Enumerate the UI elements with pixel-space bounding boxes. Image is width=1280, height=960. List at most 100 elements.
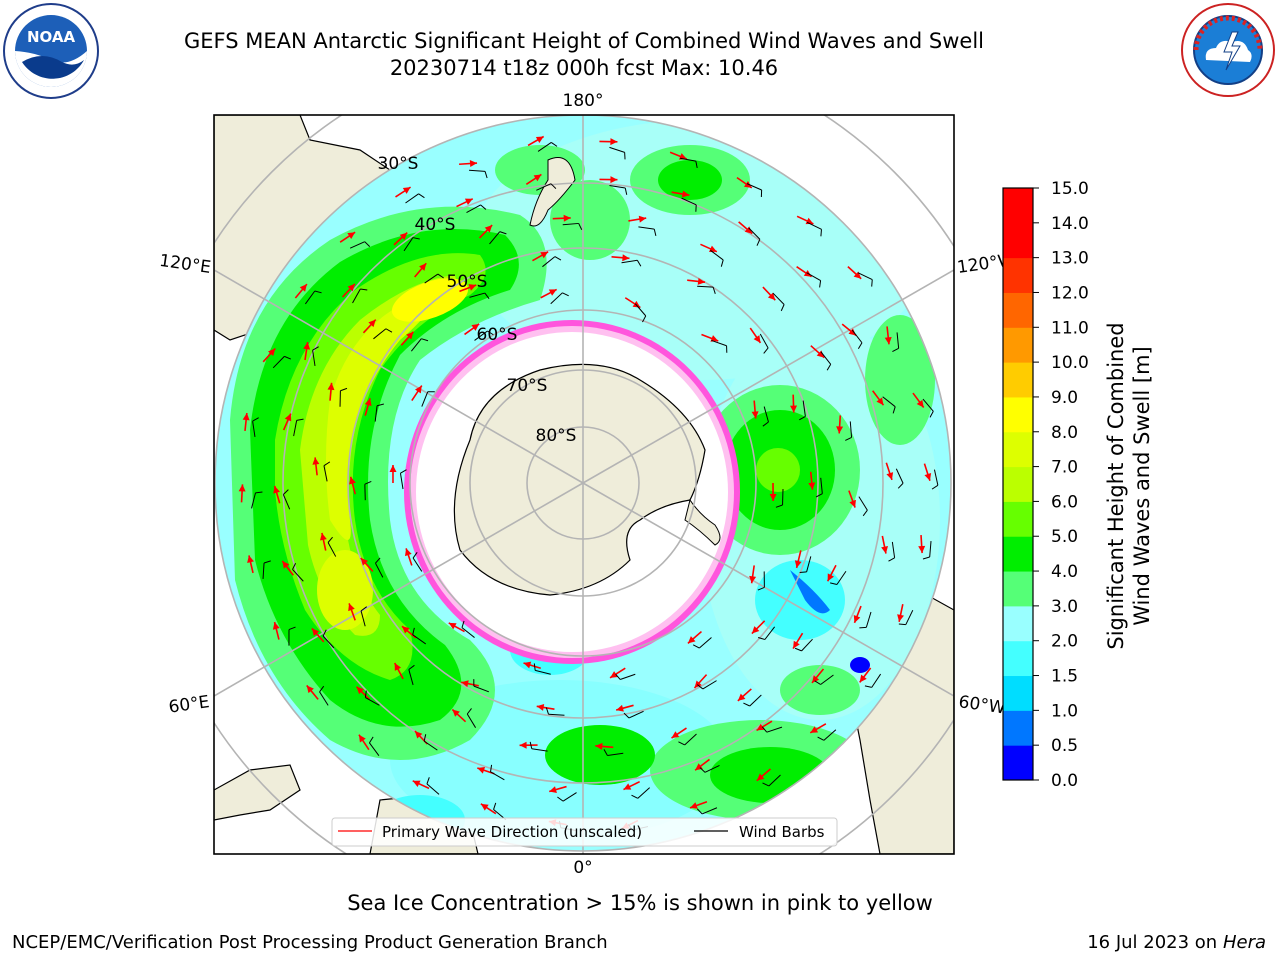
antarctic-peninsula: [684, 498, 721, 546]
wind-barb-staff: [748, 227, 761, 240]
wind-barb-staff: [749, 694, 762, 707]
wave-arrow-head: [756, 773, 765, 781]
wave-arrow-head: [299, 284, 307, 292]
wave-arrow-head: [461, 680, 469, 688]
footer-date: 16 Jul 2023 on Hera: [1087, 932, 1266, 953]
lon-label-180: 180°: [563, 91, 604, 111]
wave-arrow-head: [348, 603, 355, 612]
wave-arrow-head: [414, 385, 422, 394]
new-zealand-land: [529, 157, 576, 227]
wind-barb-staff: [323, 465, 328, 482]
wave-arrow-head: [548, 289, 557, 296]
wind-barb-feather: [762, 421, 769, 427]
wind-barb-staff: [699, 637, 712, 649]
wind-barb-feather: [794, 647, 802, 652]
wave-arrow-head: [793, 640, 800, 649]
wind-barb-staff: [369, 742, 380, 756]
wave-arrow-head: [368, 319, 376, 328]
wind-barb-staff: [490, 771, 505, 781]
wave-arrow-head: [610, 138, 618, 146]
wind-barb-staff: [536, 183, 552, 191]
wave-arrow-head: [690, 802, 698, 809]
colorbar-cells: [1003, 188, 1033, 781]
colorbar-cell: [1003, 292, 1033, 328]
wave-arrow-head: [452, 709, 460, 717]
lat-label-50s: 50°S: [447, 272, 488, 292]
wave-arrow-head: [623, 783, 632, 790]
wave-arrow-head: [790, 405, 798, 413]
colorbar-cell: [1003, 188, 1033, 224]
wind-barb-feather: [756, 239, 761, 246]
colorbar-tick-label: 0.5: [1051, 736, 1078, 756]
wind-barb-staff: [820, 351, 832, 365]
wind-barb-staff: [473, 685, 489, 693]
wind-barb-feather: [857, 342, 863, 350]
wave-arrow-head: [694, 680, 702, 688]
colorbar-tick-label: 3.0: [1051, 597, 1078, 617]
wind-barb-staff: [410, 338, 422, 352]
wind-barb-staff: [609, 146, 625, 153]
wind-barb-staff: [858, 496, 868, 511]
wave-arrow-head: [327, 382, 335, 391]
wind-barb-feather: [312, 346, 319, 351]
wind-barb-feather: [820, 229, 822, 237]
colorbar-tick-label: 10.0: [1051, 353, 1089, 373]
wind-barb-staff: [849, 421, 853, 438]
wind-barb-feather: [368, 736, 374, 744]
wave-arrow-head: [836, 426, 844, 434]
wind-barb-feather: [814, 680, 821, 685]
wind-barb-feather: [426, 777, 430, 785]
wind-barb-feather: [897, 482, 904, 489]
wind-barb-staff: [365, 697, 380, 706]
wind-barb-feather: [712, 286, 716, 294]
wave-arrow-head: [484, 225, 493, 233]
colorbar-tick-label: 6.0: [1051, 492, 1078, 512]
wave-arrow-head: [916, 399, 924, 408]
wave-arrow-head: [419, 263, 427, 271]
wind-barb-feather: [864, 685, 872, 688]
wind-barb-staff: [408, 669, 414, 686]
wind-barb-staff: [823, 729, 837, 741]
wave-arrow-head: [319, 532, 327, 541]
wave-arrow-head: [812, 675, 820, 683]
lat-label-70s: 70°S: [507, 376, 548, 396]
wind-barb-feather: [817, 736, 825, 741]
wind-barb-feather: [862, 509, 868, 517]
noaa-logo-text: NOAA: [27, 28, 76, 46]
colorbar-cell: [1003, 222, 1033, 259]
colorbar-cell: [1003, 327, 1033, 363]
wave-arrow-head: [468, 284, 477, 291]
colorbar-cell: [1003, 501, 1033, 537]
wind-barb-feather: [859, 626, 867, 629]
wind-barb-feather: [499, 231, 507, 235]
wave-arrow-head: [549, 786, 557, 793]
wind-barb-staff: [933, 469, 939, 486]
wave-arrow-head: [595, 742, 603, 750]
wind-barb-staff: [607, 752, 624, 757]
wind-barb-staff: [548, 713, 565, 716]
wind-barb-feather: [400, 469, 407, 474]
antarctica-land: [453, 363, 706, 596]
wave-arrow-head: [306, 685, 314, 694]
wave-arrow-head: [412, 780, 421, 787]
wind-barb-staff: [322, 635, 335, 649]
wave-arrow-head: [347, 283, 355, 292]
wind-barb-staff: [461, 627, 475, 638]
wave-arrow-head: [519, 741, 527, 749]
wind-barb-staff: [637, 787, 650, 799]
wind-barb-staff: [282, 494, 291, 510]
colorbar-tick-label: 13.0: [1051, 249, 1089, 269]
wind-barb-feather: [288, 626, 296, 631]
wind-barb-staff: [360, 610, 366, 627]
wind-barb-feather: [322, 629, 327, 637]
wind-barb-staff: [423, 740, 438, 751]
wave-arrow-head: [402, 187, 411, 194]
wind-barb-feather: [423, 734, 427, 742]
footer-date-text: 16 Jul 2023 on: [1087, 932, 1223, 953]
wind-barb-staff: [759, 333, 769, 349]
wind-barb-feather: [364, 481, 372, 485]
wind-barb-feather: [364, 690, 367, 698]
wind-barb-staff: [272, 356, 285, 369]
wind-barb-staff: [292, 569, 304, 582]
